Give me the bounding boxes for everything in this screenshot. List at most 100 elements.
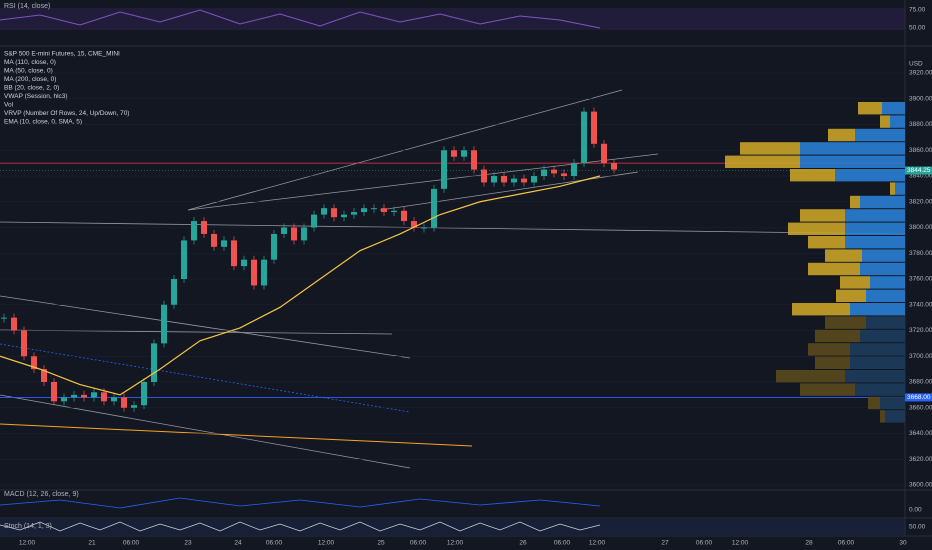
profile-up [776,370,845,383]
candle [431,188,437,228]
profile-up [815,329,860,343]
profile-down [845,236,905,249]
time-label: 25 [377,540,385,547]
y-tick-label: 3820.00 [909,198,932,205]
trendline [0,394,411,469]
profile-up [858,102,882,115]
time-label: 06:00 [123,540,140,547]
candle [271,233,277,260]
profile-down [850,343,905,356]
legend-entry: S&P 500 E-mini Futures, 15, CME_MINI [4,51,120,58]
time-label: 26 [519,540,527,547]
y-tick-label: 3900.00 [909,95,932,102]
candle [301,227,307,241]
candle [381,208,387,213]
legend-entry: BB (20, close, 2, 0) [4,85,59,92]
candle [461,150,467,157]
legend-entry: Vol [4,102,14,109]
profile-up [800,209,845,222]
rsi-tick: 75.00 [909,7,926,14]
candle [361,208,367,213]
time-label: 06:00 [838,540,855,547]
profile-up [808,236,845,249]
profile-down [860,195,905,209]
y-tick-label: 3800.00 [909,224,932,231]
candle [511,178,517,183]
y-tick-label: 3620.00 [909,456,932,463]
candle [221,240,227,247]
candle [251,259,257,286]
profile-down [866,289,905,302]
profile-down [855,128,905,142]
trendline [0,423,473,447]
time-label: 12:00 [318,540,335,547]
candle [571,163,577,176]
profile-up [725,155,800,168]
candle [121,397,127,408]
profile-down [895,182,905,195]
y-tick-label: 3720.00 [909,327,932,334]
profile-up [828,128,855,142]
candle [611,163,617,170]
support-label: 3668.00 [907,394,931,401]
candle [541,169,547,176]
macd-tick: 0.00 [909,507,922,514]
candle [131,405,137,408]
macd-label: MACD (12, 26, close, 9) [4,491,79,498]
profile-down [860,329,905,343]
candle [601,143,607,164]
candle [471,150,477,170]
profile-down [800,142,905,155]
candle [481,169,487,183]
candle [411,221,417,228]
profile-down [855,383,905,396]
time-label: 06:00 [696,540,713,547]
profile-up [850,195,860,209]
candle [201,221,207,234]
candle [61,397,67,402]
rsi-band [0,8,905,30]
y-tick-label: 3680.00 [909,379,932,386]
candle [211,233,217,247]
candle [231,240,237,267]
legend-entry: MA (50, close, 0) [4,68,53,75]
time-label: 21 [88,540,96,547]
y-tick-label: 3780.00 [909,250,932,257]
candle [71,394,77,398]
rsi-line [0,9,601,29]
profile-up [788,222,845,235]
y-tick-label: 3860.00 [909,147,932,154]
ma200-line [0,175,601,396]
time-label: 30 [899,540,907,547]
profile-down [800,155,905,168]
candle [421,227,427,229]
y-tick-label: 3920.00 [909,70,932,77]
candle [531,176,537,183]
stoch-tick: 50.00 [909,524,926,531]
time-label: 12:00 [19,540,36,547]
time-label: 12:00 [447,540,464,547]
profile-down [850,356,905,369]
trendline [0,343,411,413]
profile-down [870,276,905,289]
profile-up [840,276,870,289]
macd-line [0,497,601,509]
last-price-label: 3844.25 [907,167,931,174]
candle [191,221,197,241]
profile-down [890,115,905,128]
candle [401,210,407,222]
profile-up [880,115,890,128]
time-label: 06:00 [410,540,427,547]
y-tick-label: 3740.00 [909,301,932,308]
profile-down [862,249,905,262]
candle [41,369,47,382]
profile-down [882,102,905,115]
candle [521,178,527,183]
candle [111,397,117,402]
profile-up [825,249,862,262]
profile-up [825,316,866,329]
candle [501,176,507,183]
support-badge [905,393,932,402]
